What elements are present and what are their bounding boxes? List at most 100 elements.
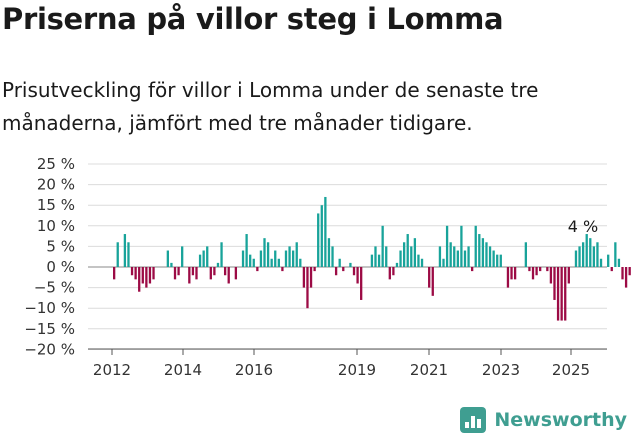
- bar: [306, 267, 309, 309]
- bar: [145, 267, 148, 288]
- bar: [181, 246, 184, 267]
- bar: [342, 267, 345, 272]
- bar: [539, 267, 542, 272]
- bar: [628, 267, 631, 276]
- bar: [138, 267, 141, 292]
- bar: [270, 258, 273, 267]
- bar: [485, 242, 488, 267]
- bar: [610, 267, 613, 272]
- x-tick-label: 2023: [482, 361, 520, 379]
- x-tick-label: 2019: [338, 361, 376, 379]
- bar: [227, 267, 230, 284]
- y-tick-label: 10 %: [37, 217, 75, 235]
- bar: [377, 254, 381, 267]
- bar: [617, 258, 621, 267]
- bar: [216, 262, 220, 267]
- bar: [399, 250, 402, 267]
- bar: [223, 267, 227, 276]
- bar: [449, 242, 452, 267]
- bar: [170, 262, 173, 267]
- bar: [317, 213, 320, 267]
- bar: [252, 258, 255, 267]
- bar: [463, 250, 467, 267]
- bar: [599, 258, 603, 267]
- bar: [388, 267, 391, 280]
- bar: [553, 267, 556, 300]
- y-tick-label: 20 %: [37, 176, 75, 194]
- bar: [324, 196, 327, 267]
- y-tick-label: −10 %: [24, 299, 75, 317]
- bar: [406, 234, 409, 267]
- bar: [596, 242, 599, 267]
- bar: [134, 267, 137, 280]
- bar: [478, 234, 481, 267]
- latest-value-annotation: 4 %: [568, 217, 598, 236]
- bar: [309, 267, 313, 288]
- bar: [574, 250, 578, 267]
- bar: [385, 246, 388, 267]
- y-tick-label: 0 %: [46, 258, 75, 276]
- bar: [249, 254, 252, 267]
- y-tick-label: 25 %: [37, 155, 75, 173]
- bar: [506, 267, 510, 288]
- bar: [510, 267, 513, 280]
- bar: [524, 242, 527, 267]
- y-tick-label: 5 %: [46, 237, 75, 255]
- bar: [195, 267, 198, 280]
- bar: [420, 258, 424, 267]
- bar: [274, 250, 277, 267]
- bar: [556, 267, 560, 321]
- y-tick-label: −15 %: [24, 320, 75, 338]
- bar: [589, 238, 592, 267]
- bar: [607, 254, 610, 267]
- bar: [460, 225, 463, 267]
- bar: [191, 267, 195, 276]
- bar: [127, 242, 130, 267]
- bar: [177, 267, 180, 276]
- bar: [417, 254, 420, 267]
- bar: [395, 262, 399, 267]
- bar: [467, 246, 470, 267]
- bar: [141, 267, 144, 284]
- bar: [499, 254, 502, 267]
- bar: [166, 250, 169, 267]
- bar: [438, 246, 442, 267]
- bar: [338, 258, 341, 267]
- bar: [370, 254, 374, 267]
- bar: [331, 246, 334, 267]
- bar: [392, 267, 395, 276]
- bar: [456, 250, 459, 267]
- bar: [513, 267, 517, 280]
- bar: [123, 234, 127, 267]
- bar: [263, 238, 266, 267]
- bar: [173, 267, 177, 280]
- bar: [567, 267, 570, 284]
- bar: [281, 267, 284, 272]
- bar: [220, 242, 223, 267]
- x-tick-label: 2014: [164, 361, 202, 379]
- bar: [299, 258, 302, 267]
- chart-subtitle: Prisutveckling för villor i Lomma under …: [2, 78, 539, 135]
- bar: [453, 246, 456, 267]
- bar: [302, 267, 306, 288]
- bar: [277, 258, 280, 267]
- bar: [481, 238, 485, 267]
- bar: [327, 238, 331, 267]
- bar: [206, 246, 209, 267]
- bar: [442, 258, 445, 267]
- bar: [288, 246, 291, 267]
- bar: [360, 267, 363, 300]
- bar: [488, 246, 492, 267]
- bar: [374, 246, 377, 267]
- chart-title: Priserna på villor steg i Lomma: [2, 2, 504, 36]
- bar: [352, 267, 356, 276]
- bar: [402, 242, 406, 267]
- bar: [245, 234, 248, 267]
- x-tick-label: 2021: [410, 361, 448, 379]
- newsworthy-logo: Newsworthy: [460, 407, 627, 433]
- bar: [381, 225, 384, 267]
- bar: [349, 262, 352, 267]
- bar: [130, 267, 134, 276]
- bar: [549, 267, 553, 284]
